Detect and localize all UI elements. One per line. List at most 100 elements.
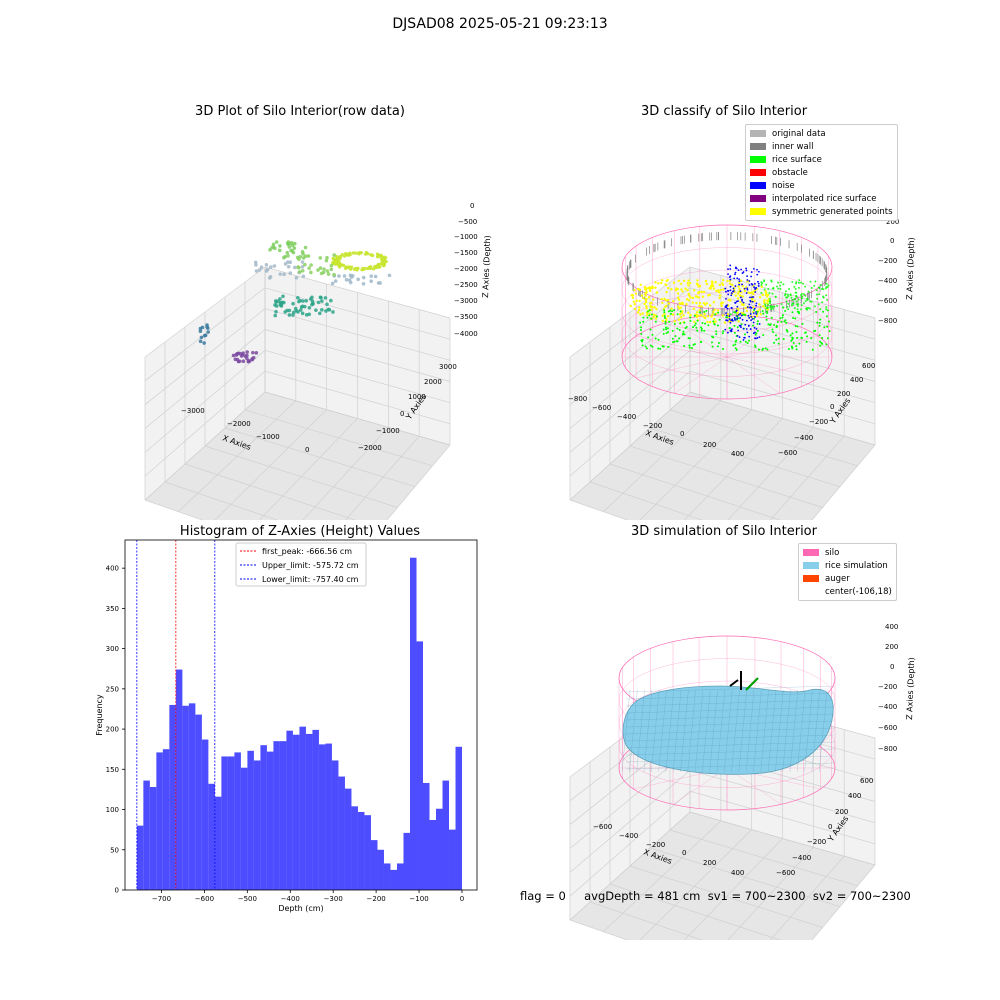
z-tick: 400 <box>885 623 898 631</box>
histogram-bar <box>266 751 274 890</box>
x-tick-label: −300 <box>324 895 343 903</box>
legend-label: first_peak: -666.56 cm <box>262 547 352 556</box>
histogram-bar <box>162 749 170 890</box>
x-tick: −200 <box>643 422 662 430</box>
x-tick: 0 <box>682 849 686 857</box>
back-pane <box>145 267 450 500</box>
z-axis-label: Z Axies (Depth) <box>905 237 916 300</box>
x-tick-label: −600 <box>195 895 214 903</box>
histogram-bar <box>286 730 293 890</box>
classified-points <box>626 232 831 351</box>
legend-swatch <box>750 143 766 150</box>
y-tick-label: 350 <box>106 605 119 613</box>
legend-swatch <box>750 156 766 163</box>
x-tick-label: 0 <box>460 895 464 903</box>
legend-item: silo <box>803 546 892 559</box>
x-tick: −600 <box>592 404 611 412</box>
legend-label: symmetric generated points <box>772 206 893 217</box>
legend-item: inner wall <box>750 140 893 153</box>
legend-item: interpolated rice surface <box>750 192 893 205</box>
z-tick: −200 <box>878 257 897 265</box>
histogram-bar <box>442 780 450 890</box>
simulation-legend: silo rice simulation auger center(-106,1… <box>798 543 897 601</box>
histogram-bar <box>247 750 254 890</box>
histogram-bar <box>383 863 391 890</box>
legend-label: center(-106,18) <box>825 586 892 597</box>
histogram-bar <box>253 760 261 890</box>
x-tick: −200 <box>646 841 665 849</box>
y-tick: 200 <box>837 390 850 398</box>
z-tick: −500 <box>458 218 477 226</box>
grid-lines <box>569 266 876 520</box>
x-tick-label: −100 <box>409 895 428 903</box>
y-tick: −200 <box>807 838 826 846</box>
y-tick: 2000 <box>424 378 442 386</box>
histogram-bar <box>455 746 463 890</box>
raw-data-3d-plot: −3000 −2000 −1000 0 −2000 −1000 0 1000 2… <box>144 202 492 520</box>
y-tick: −600 <box>778 449 797 457</box>
x-tick: 400 <box>731 869 744 877</box>
z-tick: −600 <box>878 297 897 305</box>
histogram-bar <box>370 840 378 890</box>
y-tick: 0 <box>828 823 832 831</box>
z-tick: −600 <box>878 724 897 732</box>
legend-swatch <box>803 588 819 595</box>
y-tick-label: 150 <box>106 766 119 774</box>
raw-points <box>198 240 392 364</box>
x-tick: −400 <box>617 413 636 421</box>
legend-label: rice simulation <box>825 560 888 571</box>
y-tick: −2000 <box>358 444 382 452</box>
legend-label: rice surface <box>772 154 822 165</box>
histogram-legend: first_peak: -666.56 cm Upper_limit: -575… <box>235 542 367 587</box>
z-tick: −4000 <box>454 330 478 338</box>
x-tick: 200 <box>703 859 716 867</box>
y-tick: −1000 <box>376 427 400 435</box>
legend-swatch <box>750 195 766 202</box>
y-tick: −400 <box>794 434 813 442</box>
grid-lines <box>144 266 451 520</box>
z-tick: −400 <box>878 277 897 285</box>
x-tick: 0 <box>680 430 684 438</box>
legend-box <box>235 542 367 587</box>
x-tick-label: −700 <box>152 895 171 903</box>
legend-item: original data <box>750 127 893 140</box>
auger <box>729 671 759 691</box>
histogram-bar <box>292 734 300 890</box>
y-tick-label: 200 <box>106 726 119 734</box>
legend-swatch <box>803 562 819 569</box>
histogram-bar <box>208 783 215 890</box>
x-tick: −600 <box>593 823 612 831</box>
histogram-bar <box>305 733 313 890</box>
x-axis-label: Depth (cm) <box>278 904 323 913</box>
histogram-bar <box>149 787 157 890</box>
z-tick: −2000 <box>454 265 478 273</box>
legend-label: Upper_limit: -575.72 cm <box>262 561 359 570</box>
histogram-bar <box>273 741 280 890</box>
histogram-bar <box>312 729 319 890</box>
x-tick: −1000 <box>256 433 280 441</box>
histogram-bar <box>422 782 430 890</box>
z-tick: 0 <box>890 237 894 245</box>
histogram-bar <box>201 739 209 890</box>
legend-swatch <box>750 208 766 215</box>
figure-title: DJSAD08 2025-05-21 09:23:13 <box>392 16 608 32</box>
z-tick: 0 <box>890 663 894 671</box>
histogram-bar <box>429 820 437 890</box>
z-tick: −400 <box>878 703 897 711</box>
histogram-bar <box>260 745 267 890</box>
histogram-bar <box>169 704 176 890</box>
z-tick: −2500 <box>454 281 478 289</box>
panel1-title: 3D Plot of Silo Interior(row data) <box>195 104 405 119</box>
histogram-bar <box>234 752 241 890</box>
x-tick: −2000 <box>227 420 251 428</box>
histogram-bar <box>357 811 365 890</box>
histogram-bar <box>195 714 202 890</box>
legend-item: symmetric generated points <box>750 205 893 218</box>
z-axis-label: Z Axies (Depth) <box>481 235 492 298</box>
legend-item: noise <box>750 179 893 192</box>
z-tick: −800 <box>878 745 897 753</box>
depth-histogram: −700 −600 −500 −400 −300 −200 −100 0 0 50 100 150 2… <box>95 539 478 913</box>
legend-item: rice simulation <box>803 559 892 572</box>
z-tick: 0 <box>470 202 474 210</box>
legend-label: silo <box>825 547 840 558</box>
